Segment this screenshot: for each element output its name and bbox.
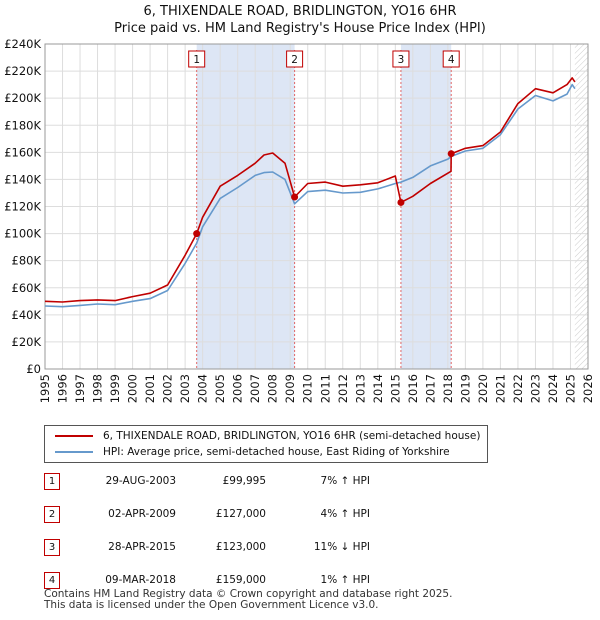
x-tick-label: 2017: [423, 374, 437, 403]
x-tick-label: 1998: [91, 374, 105, 403]
sale-row: 1 29-AUG-2003 £99,995 7% ↑ HPI: [44, 473, 424, 491]
sale-row: 2 02-APR-2009 £127,000 4% ↑ HPI: [44, 506, 424, 524]
sale-point: [397, 198, 405, 206]
x-tick-label: 1996: [56, 374, 70, 403]
x-tick-label: 2000: [126, 374, 140, 403]
legend-swatch-hpi: [55, 451, 93, 453]
price-chart: £0 £20K £40K £60K £80K £100K £120K £140K £160K £1…: [4, 37, 595, 403]
sale-number-badge: 3: [44, 539, 60, 556]
sale-hpi-comparison: 1% ↑ HPI: [320, 574, 370, 586]
sale-point: [447, 150, 455, 158]
sale-hpi-comparison: 4% ↑ HPI: [320, 508, 370, 520]
x-tick-label: 2009: [283, 374, 297, 403]
y-tick-label: £40K: [12, 308, 42, 322]
y-tick-label: £220K: [4, 64, 41, 78]
chart-legend: 6, THIXENDALE ROAD, BRIDLINGTON, YO16 6H…: [44, 425, 488, 463]
x-tick-label: 2011: [318, 374, 332, 403]
x-tick-label: 2026: [581, 374, 595, 403]
legend-swatch-property: [55, 435, 93, 437]
x-tick-label: 2007: [248, 374, 262, 403]
x-tick-label: 2004: [196, 374, 210, 403]
x-tick-label: 2006: [231, 374, 245, 403]
x-tick-label: 2013: [353, 374, 367, 403]
y-tick-label: £200K: [4, 91, 41, 105]
property-price-line: [44, 77, 576, 303]
x-tick-label: 2012: [336, 374, 350, 403]
y-tick-label: £0: [26, 362, 41, 376]
sale-hpi-comparison: 7% ↑ HPI: [320, 475, 370, 487]
x-tick-label: 2015: [388, 374, 402, 403]
x-tick-label: 2022: [511, 374, 525, 403]
sale-marker-label: 4: [448, 54, 455, 66]
x-tick-label: 2019: [458, 374, 472, 403]
footer-line-2: This data is licensed under the Open Gov…: [44, 599, 379, 611]
title-line-1: 6, THIXENDALE ROAD, BRIDLINGTON, YO16 6H…: [143, 4, 457, 19]
legend-item-property: 6, THIXENDALE ROAD, BRIDLINGTON, YO16 6H…: [55, 428, 480, 444]
x-tick-label: 2010: [301, 374, 315, 403]
y-tick-label: £180K: [4, 118, 41, 132]
sale-hpi-comparison: 11% ↓ HPI: [313, 541, 370, 553]
sale-marker-badge: [442, 50, 460, 68]
y-tick-label: £60K: [12, 281, 42, 295]
y-tick-label: £160K: [4, 145, 41, 159]
x-tick-label: 2003: [178, 374, 192, 403]
sale-price: £99,995: [222, 475, 266, 487]
x-tick-label: 2023: [528, 374, 542, 403]
y-tick-label: £120K: [4, 200, 41, 214]
chart-title: 6, THIXENDALE ROAD, BRIDLINGTON, YO16 6H…: [0, 3, 600, 37]
sale-number-badge: 4: [44, 572, 60, 589]
y-tick-label: £20K: [12, 335, 42, 349]
x-tick-label: 2001: [143, 374, 157, 403]
sale-number-badge: 2: [44, 506, 60, 523]
hpi-line: [44, 83, 576, 308]
legend-label-property: 6, THIXENDALE ROAD, BRIDLINGTON, YO16 6H…: [103, 430, 481, 442]
sale-date: 02-APR-2009: [108, 508, 176, 520]
sale-date: 28-APR-2015: [108, 541, 176, 553]
x-tick-label: 2025: [563, 374, 577, 403]
attribution-footer: Contains HM Land Registry data © Crown c…: [44, 589, 452, 611]
sale-marker-badge: [188, 50, 206, 68]
x-tick-label: 2018: [441, 374, 455, 403]
sale-price: £159,000: [215, 574, 266, 586]
legend-item-hpi: HPI: Average price, semi-detached house,…: [55, 444, 450, 460]
y-tick-label: £240K: [4, 37, 41, 51]
y-tick-label: £140K: [4, 172, 41, 186]
sale-price: £127,000: [215, 508, 266, 520]
x-tick-label: 2021: [493, 374, 507, 403]
y-tick-label: £80K: [12, 254, 42, 268]
sale-point: [291, 193, 299, 201]
sale-number-badge: 1: [44, 473, 60, 490]
y-tick-label: £100K: [4, 227, 41, 241]
sale-marker-label: 1: [193, 54, 200, 66]
sale-row: 3 28-APR-2015 £123,000 11% ↓ HPI: [44, 539, 424, 557]
x-tick-label: 1999: [108, 374, 122, 403]
x-tick-label: 2014: [371, 374, 385, 403]
footer-line-1: Contains HM Land Registry data © Crown c…: [44, 588, 453, 600]
x-tick-label: 2020: [476, 374, 490, 403]
sale-marker-badge: [392, 50, 410, 68]
plot-border: [44, 43, 589, 370]
x-tick-label: 2008: [266, 374, 280, 403]
x-tick-label: 1997: [73, 374, 87, 403]
sale-price: £123,000: [215, 541, 266, 553]
sale-date: 09-MAR-2018: [105, 574, 176, 586]
x-tick-label: 2024: [546, 374, 560, 403]
sale-marker-label: 3: [398, 54, 405, 66]
title-line-2: Price paid vs. HM Land Registry's House …: [114, 21, 486, 36]
sale-point: [193, 230, 201, 238]
sale-marker-badge: [286, 50, 304, 68]
sale-row: 4 09-MAR-2018 £159,000 1% ↑ HPI: [44, 572, 424, 590]
x-tick-label: 2002: [161, 374, 175, 403]
x-tick-label: 2005: [213, 374, 227, 403]
legend-label-hpi: HPI: Average price, semi-detached house,…: [103, 446, 450, 458]
sale-marker-label: 2: [291, 54, 298, 66]
x-tick-label: 1995: [38, 374, 52, 403]
sale-date: 29-AUG-2003: [105, 475, 176, 487]
x-tick-label: 2016: [406, 374, 420, 403]
